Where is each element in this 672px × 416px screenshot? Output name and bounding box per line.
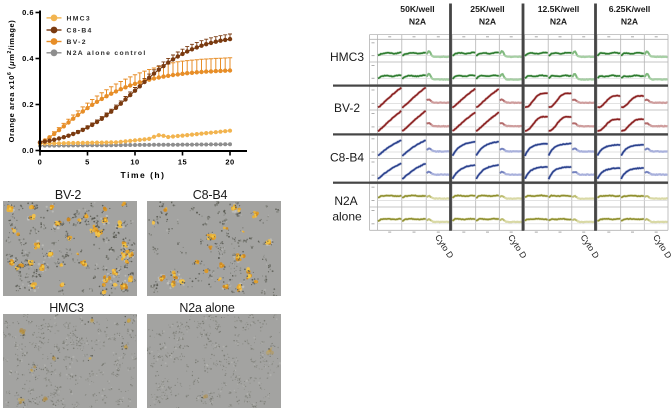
svg-text:6.25K/well: 6.25K/well — [609, 4, 651, 14]
svg-text:0.4: 0.4 — [22, 54, 34, 63]
svg-text:20: 20 — [225, 158, 234, 167]
svg-text:Time (h): Time (h) — [121, 170, 166, 180]
svg-text:N2A: N2A — [409, 17, 426, 27]
svg-text:N2A: N2A — [621, 17, 638, 27]
svg-text:BV-2: BV-2 — [334, 101, 360, 115]
svg-text:Cyto D: Cyto D — [433, 233, 456, 260]
svg-text:C8-B4: C8-B4 — [67, 27, 93, 34]
svg-text:BV-2: BV-2 — [67, 39, 87, 46]
svg-text:10: 10 — [130, 158, 139, 167]
svg-text:12.5K/well: 12.5K/well — [538, 4, 580, 14]
svg-text:C8-B4: C8-B4 — [330, 151, 364, 165]
svg-text:0.6: 0.6 — [22, 8, 34, 17]
svg-text:Orange area x106 (μm2/image): Orange area x106 (μm2/image) — [7, 20, 16, 143]
svg-text:0.0: 0.0 — [22, 146, 34, 155]
svg-text:N2A: N2A — [479, 17, 496, 27]
svg-text:alone: alone — [332, 210, 362, 224]
svg-text:HMC3: HMC3 — [330, 50, 364, 64]
svg-text:0.2: 0.2 — [22, 100, 34, 109]
svg-text:5: 5 — [85, 158, 90, 167]
svg-text:Cyto D: Cyto D — [506, 233, 529, 260]
svg-text:50K/well: 50K/well — [400, 4, 434, 14]
svg-text:Cyto D: Cyto D — [651, 233, 672, 260]
svg-text:N2A: N2A — [334, 194, 357, 208]
svg-text:Cyto D: Cyto D — [579, 233, 602, 260]
svg-text:0: 0 — [38, 158, 43, 167]
svg-text:25K/well: 25K/well — [470, 4, 504, 14]
svg-text:HMC3: HMC3 — [67, 15, 91, 22]
svg-text:15: 15 — [178, 158, 187, 167]
svg-text:N2A: N2A — [550, 17, 567, 27]
svg-text:N2A alone control: N2A alone control — [67, 50, 147, 57]
